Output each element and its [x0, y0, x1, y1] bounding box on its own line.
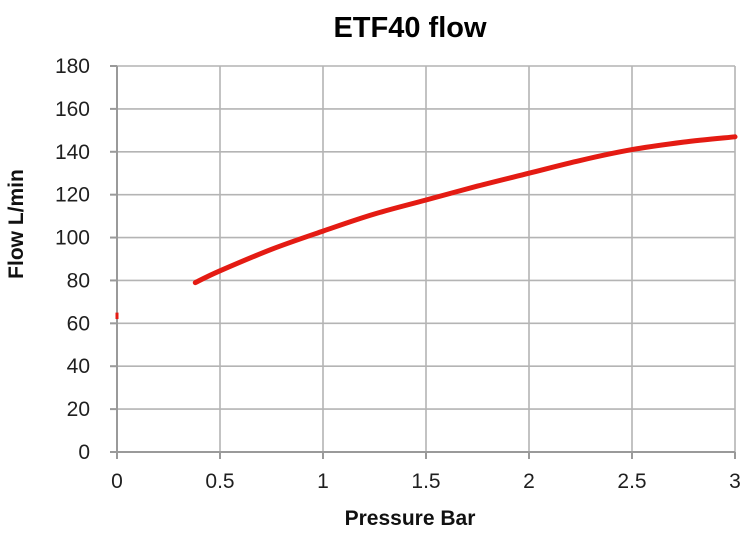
- y-tick-label: 180: [55, 55, 90, 78]
- y-tick-label: 0: [78, 441, 90, 464]
- y-axis-title: Flow L/min: [5, 169, 28, 279]
- y-tick-label: 120: [55, 184, 90, 207]
- y-tick-label: 100: [55, 227, 90, 250]
- x-tick-label: 3: [729, 470, 741, 493]
- y-tick-label: 40: [67, 355, 90, 378]
- x-tick-label: 2.5: [617, 470, 646, 493]
- x-tick-label: 0: [111, 470, 123, 493]
- x-tick-label: 0.5: [205, 470, 234, 493]
- x-tick-label: 2: [523, 470, 535, 493]
- y-tick-label: 80: [67, 269, 90, 292]
- x-tick-label: 1.5: [411, 470, 440, 493]
- y-tick-label: 60: [67, 312, 90, 335]
- chart-title: ETF40 flow: [333, 12, 487, 44]
- y-tick-label: 160: [55, 98, 90, 121]
- x-axis-title: Pressure Bar: [344, 507, 476, 530]
- x-tick-label: 1: [317, 470, 329, 493]
- y-tick-label: 140: [55, 141, 90, 164]
- flow-curve: [192, 134, 738, 286]
- y-tick-label: 20: [67, 398, 90, 421]
